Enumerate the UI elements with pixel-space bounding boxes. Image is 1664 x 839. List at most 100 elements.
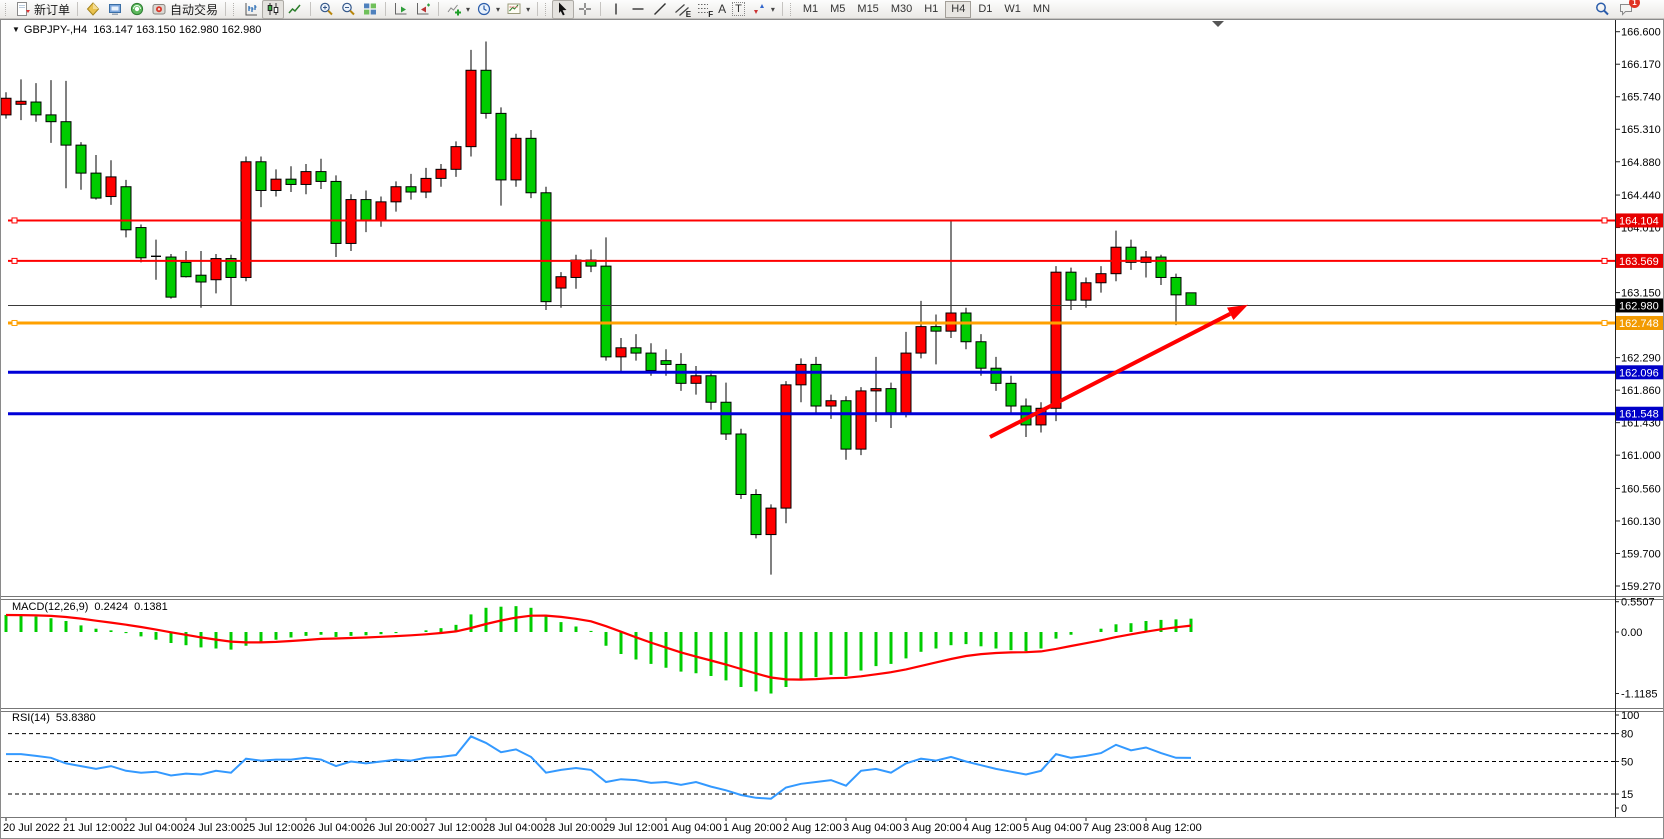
chevron-down-icon: ▾ (496, 4, 501, 14)
chart-shift-button[interactable] (412, 1, 434, 18)
chevron-down-icon: ▾ (526, 4, 531, 14)
templates-button[interactable]: ▾ (503, 1, 533, 18)
rsi-indicator-label: RSI(14) 53.8380 (12, 712, 96, 724)
svg-text:163.569: 163.569 (1619, 256, 1659, 268)
toolbar-grip (545, 2, 549, 16)
bar-chart-button[interactable] (240, 1, 262, 18)
auto-scroll-button[interactable] (390, 1, 412, 18)
toolbar-separator (537, 2, 539, 16)
equidistant-channel-tool-button[interactable]: E (671, 1, 693, 19)
cursor-icon (555, 1, 571, 17)
svg-text:3 Aug 20:00: 3 Aug 20:00 (903, 822, 962, 834)
svg-text:0: 0 (1621, 803, 1627, 815)
indicators-button[interactable]: ▾ (443, 1, 473, 18)
rsi-value: 53.8380 (55, 712, 96, 724)
horizontal-line-icon (630, 1, 646, 17)
text-label-tool-button[interactable]: T (729, 1, 748, 18)
trendline-icon (652, 1, 668, 17)
timeframe-button-MN[interactable]: MN (1032, 2, 1051, 15)
line-chart-icon (287, 1, 303, 17)
svg-text:0.5507: 0.5507 (1621, 597, 1655, 609)
symbol-dropdown-icon[interactable]: ▼ (12, 25, 20, 34)
svg-text:1 Aug 20:00: 1 Aug 20:00 (723, 822, 782, 834)
timeframe-button-M30[interactable]: M30 (890, 2, 913, 15)
cursor-tool-button[interactable] (552, 0, 575, 19)
svg-text:164.880: 164.880 (1621, 157, 1661, 169)
svg-text:27 Jul 12:00: 27 Jul 12:00 (423, 822, 483, 834)
candlestick-chart-icon (265, 1, 281, 17)
arrows-tool-button[interactable]: ▾ (748, 1, 778, 18)
timeframe-button-M5[interactable]: M5 (830, 2, 846, 15)
svg-text:50: 50 (1621, 757, 1633, 769)
svg-text:26 Jul 04:00: 26 Jul 04:00 (303, 822, 363, 834)
crosshair-tool-button[interactable] (574, 1, 596, 18)
timeframe-button-D1[interactable]: D1 (978, 2, 993, 15)
svg-text:161.000: 161.000 (1621, 450, 1661, 462)
tile-windows-icon (362, 1, 378, 17)
top-toolbar: 新订单 自动交易 (0, 0, 1664, 19)
new-order-button[interactable]: 新订单 (12, 1, 73, 18)
toolbar-separator (310, 2, 312, 16)
zoom-out-icon (340, 1, 356, 17)
text-icon: A (718, 2, 727, 16)
chart-shift-icon (415, 1, 431, 17)
auto-scroll-icon (393, 1, 409, 17)
svg-text:26 Jul 20:00: 26 Jul 20:00 (363, 822, 423, 834)
trendline-tool-button[interactable] (649, 1, 671, 18)
rsi-name: RSI(14) (12, 712, 50, 724)
periods-button[interactable]: ▾ (473, 1, 503, 18)
svg-text:21 Jul 12:00: 21 Jul 12:00 (63, 822, 123, 834)
new-order-icon (15, 1, 31, 17)
svg-text:20 Jul 2022: 20 Jul 2022 (3, 822, 60, 834)
signals-icon (129, 1, 145, 17)
chat-icon[interactable]: 1 (1618, 0, 1640, 17)
zoom-in-icon (318, 1, 334, 17)
signals-button[interactable] (126, 1, 148, 18)
chart-title[interactable]: ▼ GBPJPY-,H4 163.147 163.150 162.980 162.… (12, 24, 261, 36)
svg-text:164.104: 164.104 (1619, 215, 1659, 227)
auto-trading-button[interactable]: 自动交易 (148, 1, 221, 18)
horizontal-line-tool-button[interactable] (627, 1, 649, 18)
svg-text:0.00: 0.00 (1621, 627, 1642, 639)
timeframe-button-H1[interactable]: H1 (924, 2, 939, 15)
svg-text:162.096: 162.096 (1619, 367, 1659, 379)
notification-badge: 1 (1629, 0, 1640, 8)
zoom-out-button[interactable] (337, 1, 359, 18)
clock-icon (476, 1, 492, 17)
vertical-line-tool-button[interactable] (605, 1, 627, 18)
timeframe-button-M1[interactable]: M1 (802, 2, 819, 15)
tile-windows-button[interactable] (359, 1, 381, 18)
zoom-in-button[interactable] (315, 1, 337, 18)
timeframe-button-W1[interactable]: W1 (1004, 2, 1021, 15)
svg-text:162.290: 162.290 (1621, 353, 1661, 365)
svg-text:160.130: 160.130 (1621, 516, 1661, 528)
svg-text:80: 80 (1621, 729, 1633, 741)
expert-advisors-button[interactable] (82, 1, 104, 18)
toolbar-grip (5, 2, 9, 16)
text-tool-button[interactable]: A (715, 1, 729, 18)
toolbar-grip (233, 2, 237, 16)
svg-text:-1.1185: -1.1185 (1621, 689, 1658, 701)
candlestick-chart-button[interactable] (262, 0, 285, 19)
svg-text:5 Aug 04:00: 5 Aug 04:00 (1023, 822, 1082, 834)
timeframe-button-M15[interactable]: M15 (857, 2, 879, 15)
svg-text:25 Jul 12:00: 25 Jul 12:00 (243, 822, 303, 834)
svg-text:162.748: 162.748 (1619, 318, 1659, 330)
svg-text:28 Jul 04:00: 28 Jul 04:00 (483, 822, 543, 834)
macd-name: MACD(12,26,9) (12, 601, 89, 613)
channel-icon: E (674, 1, 691, 19)
crosshair-icon (577, 1, 593, 17)
svg-text:28 Jul 20:00: 28 Jul 20:00 (543, 822, 603, 834)
svg-text:165.310: 165.310 (1621, 124, 1661, 136)
search-icon[interactable] (1594, 1, 1610, 17)
line-chart-button[interactable] (284, 1, 306, 18)
timeframe-button-H4[interactable]: H4 (945, 0, 972, 18)
svg-text:4 Aug 12:00: 4 Aug 12:00 (963, 822, 1022, 834)
toolbar-separator (600, 2, 602, 16)
svg-text:165.740: 165.740 (1621, 92, 1661, 104)
metaeditor-button[interactable] (104, 1, 126, 18)
fibonacci-tool-button[interactable]: F (693, 1, 715, 19)
arrow-objects-icon (751, 1, 767, 17)
chevron-down-icon: ▾ (770, 4, 775, 14)
